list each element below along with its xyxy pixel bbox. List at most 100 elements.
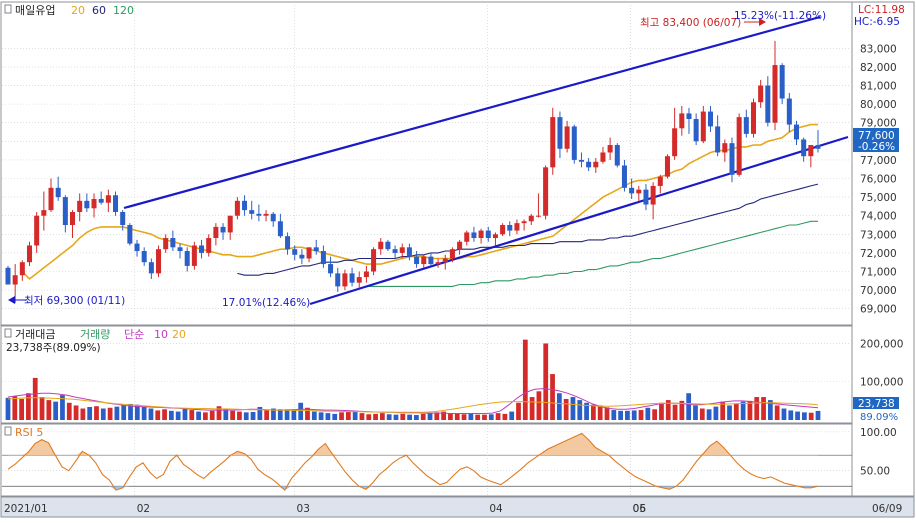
volume-bar: [39, 397, 45, 420]
legend-collapse-box[interactable]: [4, 4, 12, 14]
volume-bar: [264, 410, 270, 420]
low-arrow-head: [8, 296, 15, 304]
volume-bar: [407, 414, 412, 420]
volume-bar: [706, 409, 712, 420]
volume-bar: [53, 401, 59, 420]
annotation-high: 최고 83,400 (06/07): [640, 17, 741, 29]
volume-bar: [257, 406, 263, 420]
right-axis-strip: [851, 1, 915, 497]
candle-body: [765, 85, 771, 123]
volume-bar: [441, 411, 447, 420]
candle-body: [700, 111, 706, 142]
candle-body: [793, 124, 800, 140]
candle-body: [650, 185, 656, 205]
candle-body: [729, 143, 735, 175]
volume-bar: [584, 402, 589, 420]
volume-bar: [46, 400, 52, 420]
candle-body: [342, 273, 348, 287]
candle-body: [48, 187, 54, 211]
legend-ma60: 60: [92, 4, 106, 17]
volume-bar: [291, 410, 297, 420]
candle-body: [191, 245, 197, 266]
candle-body: [457, 241, 463, 250]
rsi-legend-box[interactable]: [4, 426, 12, 436]
x-tick-label: 02: [137, 503, 150, 515]
volume-bar: [795, 411, 800, 420]
volume-bar: [495, 413, 501, 420]
x-tick-label: 04: [489, 503, 503, 515]
trend-line-upper: [123, 15, 821, 210]
volume-bar: [182, 408, 188, 420]
volume-bar: [311, 411, 317, 420]
candles: [5, 40, 821, 304]
candle-body: [758, 85, 764, 103]
volume-bar: [155, 410, 161, 420]
candle-body: [449, 249, 455, 259]
price-tick-label: 80,000: [860, 99, 897, 111]
volume-bar: [720, 401, 726, 420]
y-axis-labels: 83,00082,00081,00080,00079,00078,00077,0…: [860, 43, 903, 477]
volume-bar: [693, 405, 698, 420]
price-tick-label: 83,000: [860, 43, 897, 55]
price-tick-label: 75,000: [860, 192, 897, 204]
candle-body: [34, 215, 40, 246]
volume-bar: [100, 408, 106, 420]
candle-body: [399, 247, 405, 253]
volume-bar: [339, 412, 344, 420]
candle-body: [772, 65, 778, 123]
candle-body: [607, 145, 613, 153]
volume-bar: [536, 391, 542, 420]
volume-bar: [414, 415, 419, 420]
candle-body: [578, 159, 584, 162]
candle-body: [320, 251, 326, 265]
legend-simple: 단순: [124, 328, 144, 341]
volume-current: 23,738주(89.09%): [6, 342, 101, 354]
candle-body: [815, 145, 821, 149]
volume-bar: [529, 397, 535, 420]
volume-bar: [686, 393, 692, 420]
candle-body: [442, 258, 448, 263]
volume-bar: [121, 405, 127, 420]
volume-bar: [168, 410, 174, 420]
candle-body: [564, 126, 570, 149]
volume-bar: [625, 410, 630, 420]
candle-body: [184, 251, 190, 266]
volume-bar: [502, 413, 508, 420]
candle-body: [428, 256, 434, 265]
candle-body: [19, 262, 25, 276]
candle-body: [328, 264, 334, 274]
volume-bar: [107, 407, 113, 420]
candle-body: [672, 128, 678, 157]
volume-bar: [522, 339, 528, 420]
volume-bars: [5, 339, 821, 420]
candle-body: [636, 189, 642, 194]
volume-bar: [550, 374, 555, 420]
candle-body: [213, 226, 219, 239]
candle-body: [371, 249, 377, 272]
volume-bar: [468, 413, 474, 420]
x-tick-label: 03: [297, 503, 310, 515]
volume-legend: 거래대금 거래량 단순 10 20 23,738주(89.09%): [4, 328, 186, 354]
candle-body: [406, 247, 412, 257]
candle-body: [750, 102, 756, 134]
trend-channel: [123, 15, 849, 306]
candle-body: [786, 98, 792, 125]
ma-line-20: [21, 123, 818, 280]
volume-bar: [352, 410, 358, 420]
volume-bar: [611, 410, 617, 420]
volume-bar: [631, 410, 637, 420]
volume-bar: [148, 408, 154, 420]
volume-legend-box[interactable]: [4, 328, 12, 338]
volume-bar: [196, 411, 201, 420]
candle-body: [363, 271, 369, 278]
candle-body: [177, 247, 183, 252]
volume-bar: [713, 406, 719, 420]
volume-bar: [516, 402, 521, 420]
price-tick-label: 79,000: [860, 118, 897, 130]
x-tick-label: 06: [633, 503, 647, 515]
candle-body: [356, 277, 362, 283]
candle-body: [120, 211, 126, 226]
last-volume-value: 23,738: [858, 398, 895, 410]
